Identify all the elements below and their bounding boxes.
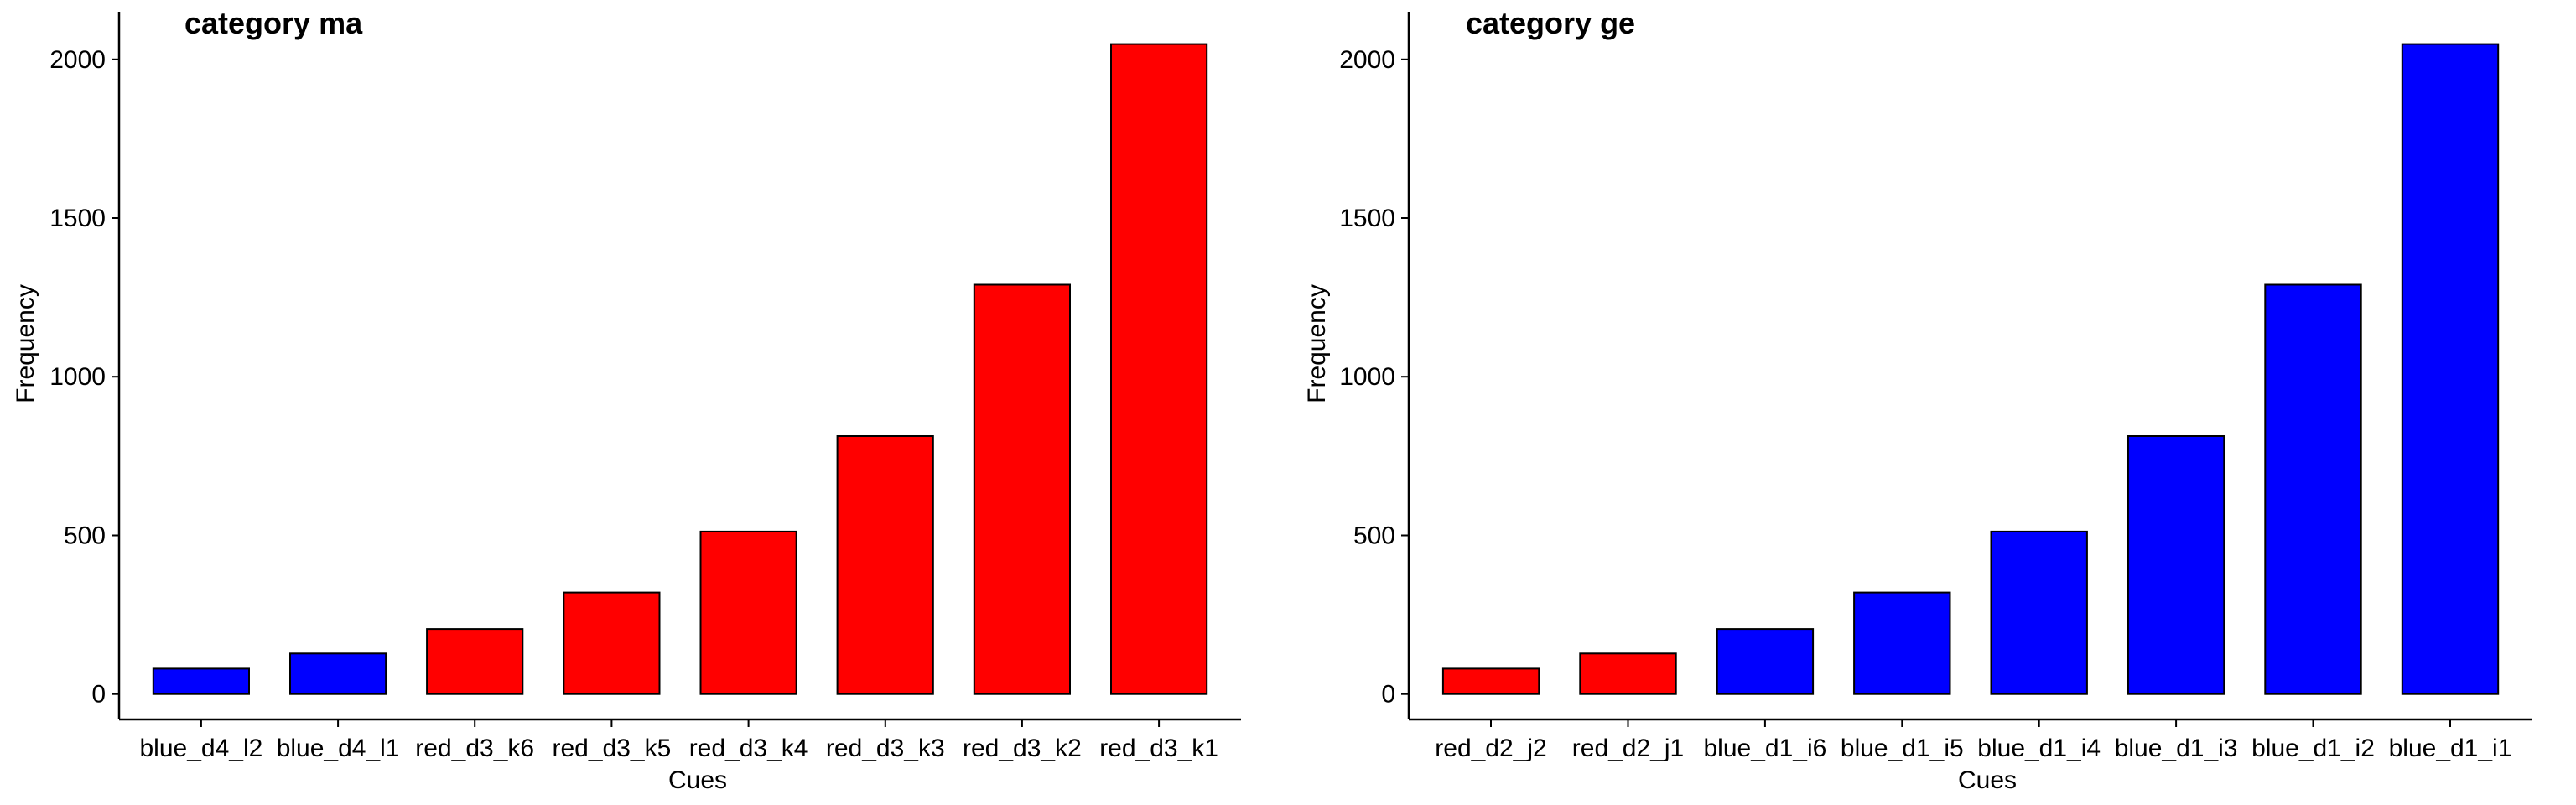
bar-blue_d1_i6 — [1716, 628, 1815, 695]
y-tick-label: 500 — [64, 522, 106, 550]
bar-red_d3_k4 — [699, 530, 797, 695]
chart-panel-ma: category ma Frequency Cues blue_d4_l2 blu… — [12, 6, 1241, 794]
x-tick-label: red_d2_j2 — [1435, 735, 1546, 762]
y-axis-label: Frequency — [1303, 284, 1331, 403]
bar-blue_d1_i3 — [2127, 435, 2225, 695]
bar-red_d3_k3 — [836, 435, 934, 695]
bar-red_d3_k6 — [426, 628, 524, 695]
x-tick-label: blue_d4_l2 — [139, 735, 262, 762]
y-tick-label: 1500 — [1339, 205, 1395, 232]
bar-red_d3_k1 — [1110, 43, 1208, 695]
x-axis-label: Cues — [668, 766, 727, 794]
y-axis-label: Frequency — [12, 284, 39, 403]
x-tick-label: red_d3_k5 — [553, 735, 672, 762]
bar-red_d3_k5 — [563, 591, 661, 695]
chart-title: category ge — [1466, 6, 1635, 40]
y-tick-label: 500 — [1353, 522, 1395, 550]
y-tick-label: 2000 — [1339, 46, 1395, 74]
x-tick-label: red_d3_k6 — [415, 735, 534, 762]
bar-red_d3_k2 — [973, 283, 1072, 695]
bar-blue_d1_i5 — [1853, 591, 1951, 695]
x-tick-label: blue_d1_i6 — [1703, 735, 1826, 762]
bar-red_d2_j2 — [1441, 667, 1540, 695]
y-tick-label: 0 — [91, 681, 106, 709]
x-tick-label: blue_d1_i5 — [1841, 735, 1964, 762]
y-tick-label: 1000 — [1339, 363, 1395, 391]
x-tick-label: red_d3_k3 — [826, 735, 945, 762]
x-tick-label: blue_d4_l1 — [277, 735, 400, 762]
x-tick-label: red_d3_k1 — [1099, 735, 1218, 762]
x-tick-label: red_d2_j1 — [1572, 735, 1684, 762]
chart-panel-ge: category ge Frequency Cues red_d2_j2 red_… — [1303, 6, 2532, 794]
bar-blue_d4_l2 — [152, 667, 250, 695]
bar-blue_d1_i4 — [1990, 530, 2088, 695]
y-tick-label: 1500 — [49, 205, 106, 232]
bar-blue_d4_l1 — [289, 652, 387, 695]
x-tick-label: blue_d1_i4 — [1977, 735, 2101, 762]
y-tick-label: 1000 — [49, 363, 106, 391]
y-tick-label: 0 — [1381, 681, 1395, 709]
x-tick-label: blue_d1_i1 — [2389, 735, 2512, 762]
bar-blue_d1_i2 — [2264, 283, 2362, 695]
bar-red_d2_j1 — [1579, 652, 1677, 695]
x-tick-label: blue_d1_i2 — [2251, 735, 2375, 762]
chart-title: category ma — [184, 6, 363, 40]
x-axis-label: Cues — [1958, 766, 2017, 794]
x-tick-label: red_d3_k4 — [689, 735, 808, 762]
x-tick-label: blue_d1_i3 — [2115, 735, 2238, 762]
y-tick-label: 2000 — [49, 46, 106, 74]
x-tick-label: red_d3_k2 — [963, 735, 1082, 762]
bar-blue_d1_i1 — [2401, 43, 2500, 695]
